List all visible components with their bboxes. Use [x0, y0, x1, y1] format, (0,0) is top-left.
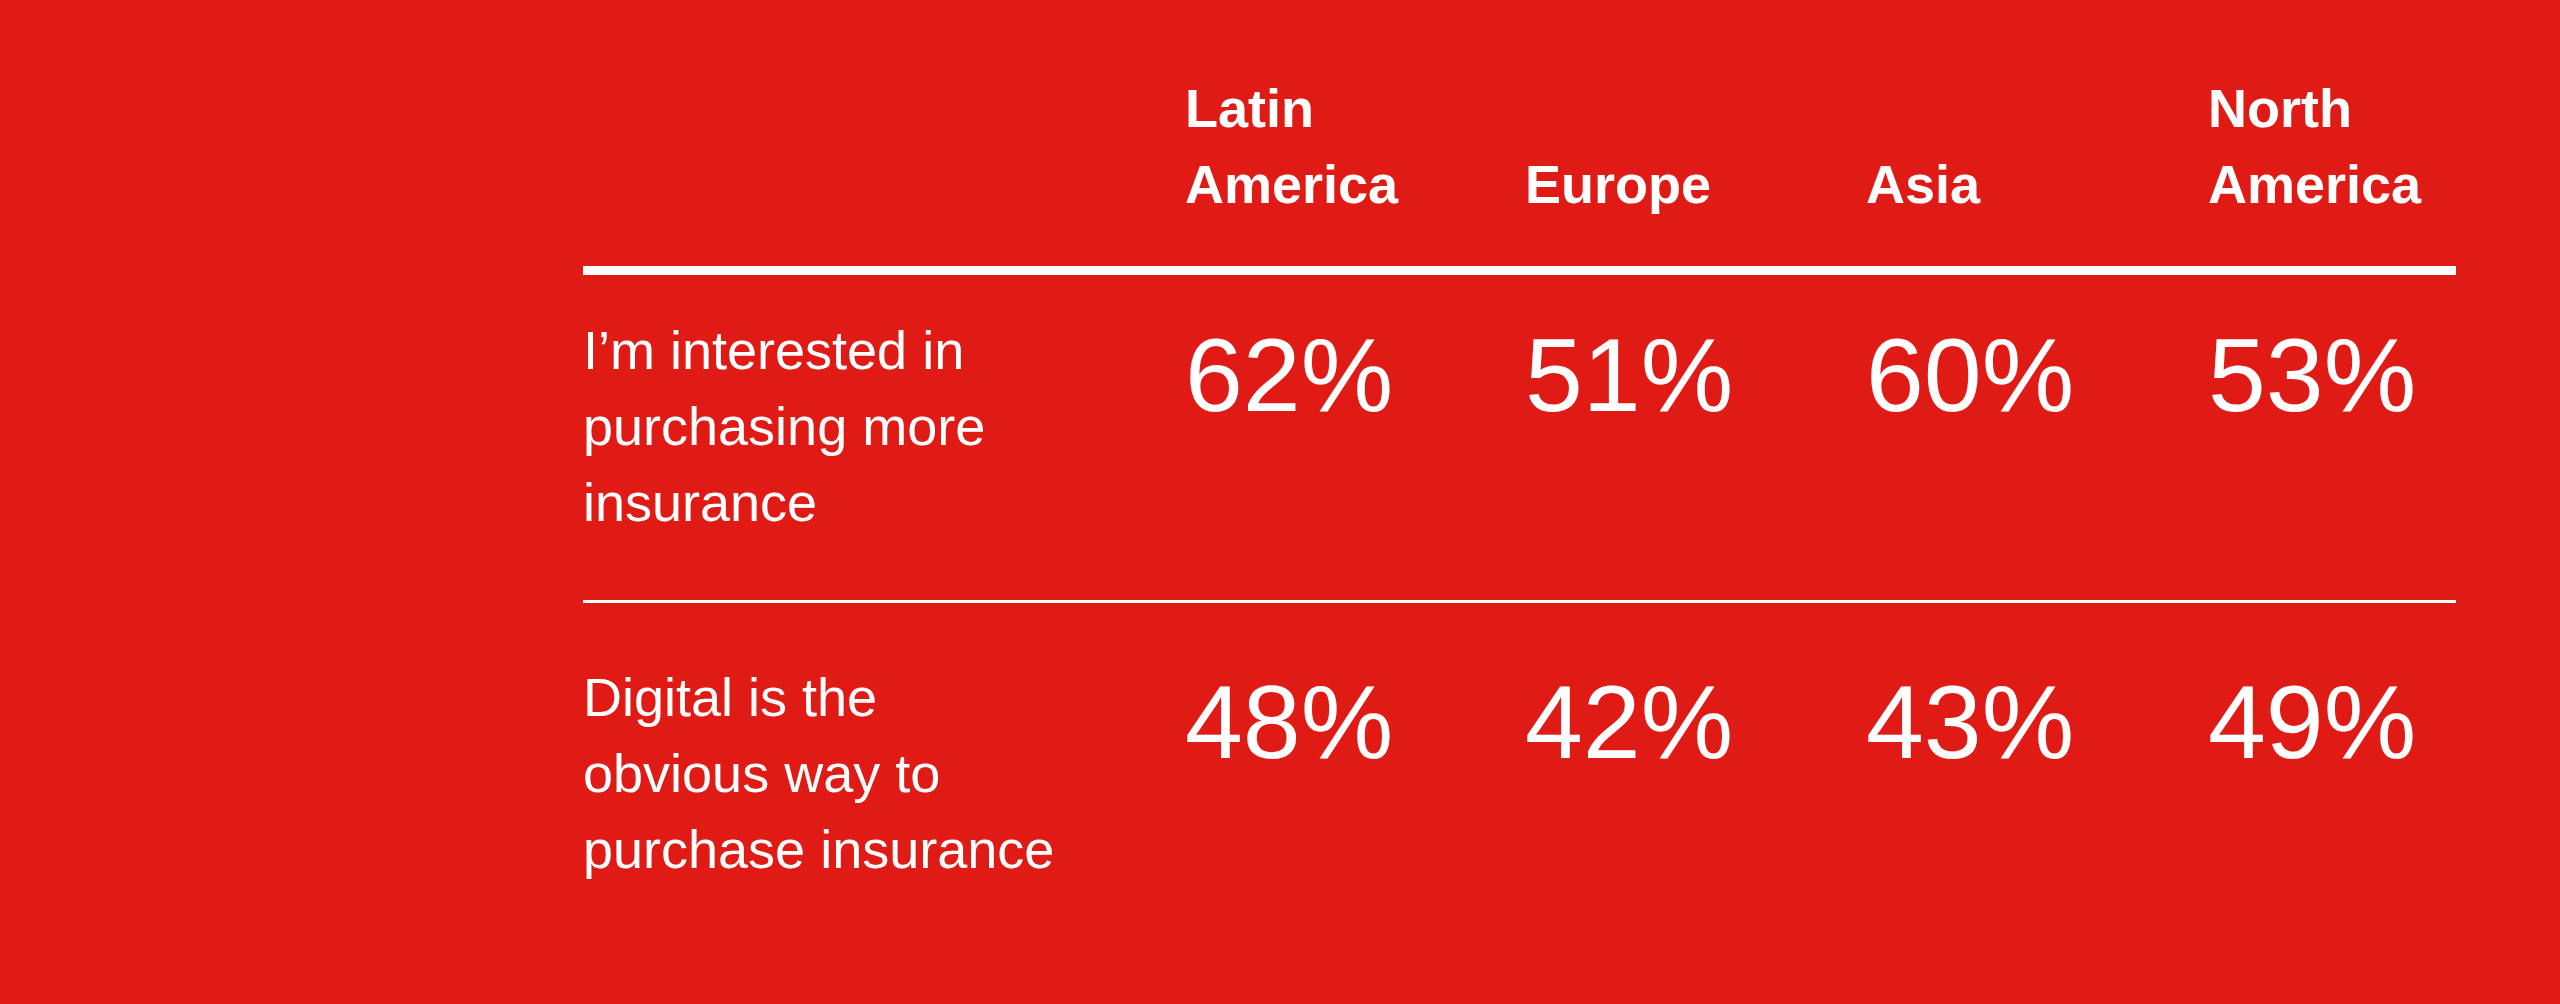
value-cell-europe: 42%: [1525, 659, 1866, 887]
insurance-attitudes-table: Latin America Europe Asia North America …: [583, 0, 2456, 1004]
header-divider-rule: [583, 266, 2456, 275]
table-row: I’m interested in purchasing more insura…: [583, 312, 2456, 540]
value-cell-asia: 43%: [1866, 659, 2208, 887]
value-cell-north-america: 49%: [2208, 659, 2456, 887]
value-cell-north-america: 53%: [2208, 312, 2456, 540]
column-header-asia: Asia: [1866, 146, 2208, 222]
table-row: Digital is the obvious way to purchase i…: [583, 659, 2456, 887]
value-cell-asia: 60%: [1866, 312, 2208, 540]
row-label-line: purchase insurance: [583, 811, 1185, 887]
row-label-line: purchasing more: [583, 388, 1185, 464]
row-label-line: Digital is the: [583, 659, 1185, 735]
row-label-line: I’m interested in: [583, 312, 1185, 388]
table-header-row: Latin America Europe Asia North America: [583, 0, 2456, 222]
row-divider-rule: [583, 600, 2456, 603]
value-cell-latin-america: 62%: [1185, 312, 1525, 540]
column-header-north-america: North America: [2208, 70, 2456, 222]
row-label: I’m interested in purchasing more insura…: [583, 312, 1185, 540]
row-label-line: insurance: [583, 464, 1185, 540]
row-label-line: obvious way to: [583, 735, 1185, 811]
value-cell-latin-america: 48%: [1185, 659, 1525, 887]
row-label: Digital is the obvious way to purchase i…: [583, 659, 1185, 887]
column-header-latin-america: Latin America: [1185, 70, 1525, 222]
column-header-europe: Europe: [1525, 146, 1866, 222]
value-cell-europe: 51%: [1525, 312, 1866, 540]
